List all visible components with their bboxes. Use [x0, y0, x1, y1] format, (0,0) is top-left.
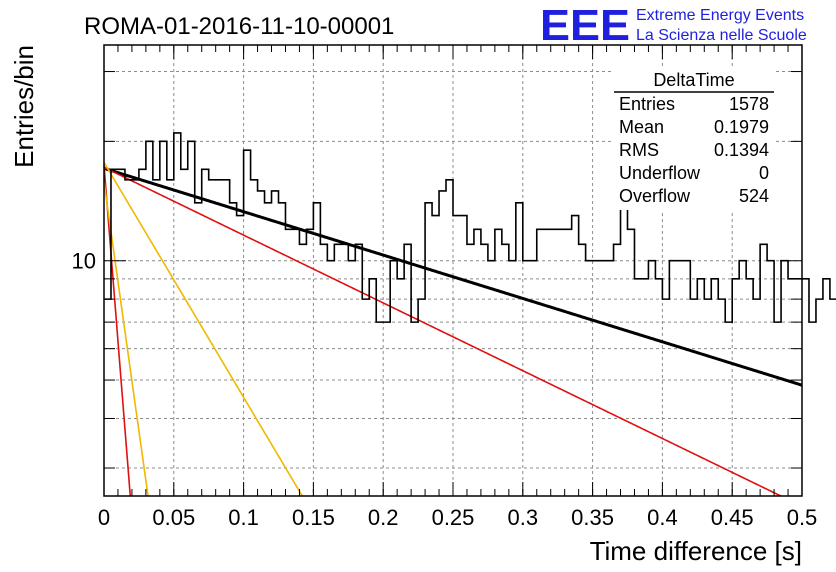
- grid: [104, 45, 802, 496]
- stats-box-title: DeltaTime: [653, 70, 734, 90]
- x-tick-label: 0.4: [647, 505, 678, 530]
- fit-curves: [103, 161, 803, 497]
- stats-row-value: 0.1979: [714, 117, 769, 137]
- stats-row-value: 524: [739, 186, 769, 206]
- stats-row-label: RMS: [619, 140, 659, 160]
- fit-curve-4: [103, 161, 303, 497]
- stats-rows: Entries 1578 Mean 0.1979 RMS 0.1394 Underflow 0…: [619, 94, 769, 206]
- logo-line2: La Scienza nelle Scuole: [636, 27, 807, 44]
- stats-row-value: 1578: [729, 94, 769, 114]
- x-tick-label: 0: [98, 505, 110, 530]
- x-tick-label: 0.35: [571, 505, 614, 530]
- stats-row-value: 0.1394: [714, 140, 769, 160]
- y-axis-title: Entries/bin: [9, 45, 39, 168]
- fit-curve-2: [103, 166, 782, 497]
- eee-logo: EEE Extreme Energy Events La Scienza nel…: [540, 1, 807, 50]
- y-tick-label: 10: [72, 249, 96, 274]
- stats-row-label: Entries: [619, 94, 675, 114]
- stats-row-label: Mean: [619, 117, 664, 137]
- stats-row-label: Overflow: [619, 186, 691, 206]
- plot-frame: [103, 44, 803, 497]
- fit-curve-1: [103, 166, 803, 387]
- x-tick-label: 0.3: [508, 505, 539, 530]
- histogram-steps: [104, 132, 836, 323]
- x-tick-label: 0.2: [368, 505, 399, 530]
- x-tick-label: 0.5: [787, 505, 818, 530]
- x-axis-title: Time difference [s]: [590, 536, 802, 566]
- fit-curve-3: [103, 165, 132, 497]
- x-tick-label: 0.05: [152, 505, 195, 530]
- histogram: [104, 132, 836, 323]
- x-tick-label: 0.1: [228, 505, 259, 530]
- axes: 0 0.05 0.1 0.15 0.2 0.25 0.3 0.35 0.4 0.45 0.5 10: [72, 45, 818, 530]
- logo-line1: Extreme Energy Events: [636, 7, 804, 24]
- stats-box: DeltaTime Entries 1578 Mean 0.1979 RMS 0.1394…: [614, 68, 774, 210]
- stats-row-value: 0: [759, 163, 769, 183]
- stats-row-label: Underflow: [619, 163, 701, 183]
- x-tick-label: 0.15: [292, 505, 335, 530]
- chart-title: ROMA-01-2016-11-10-00001: [84, 13, 394, 40]
- logo-mark: EEE: [540, 1, 630, 50]
- x-tick-label: 0.45: [711, 505, 754, 530]
- x-tick-label: 0.25: [432, 505, 475, 530]
